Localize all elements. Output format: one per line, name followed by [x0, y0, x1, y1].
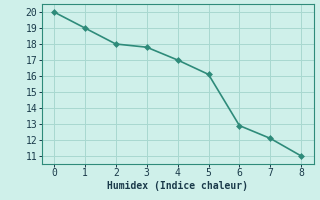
X-axis label: Humidex (Indice chaleur): Humidex (Indice chaleur)	[107, 181, 248, 191]
